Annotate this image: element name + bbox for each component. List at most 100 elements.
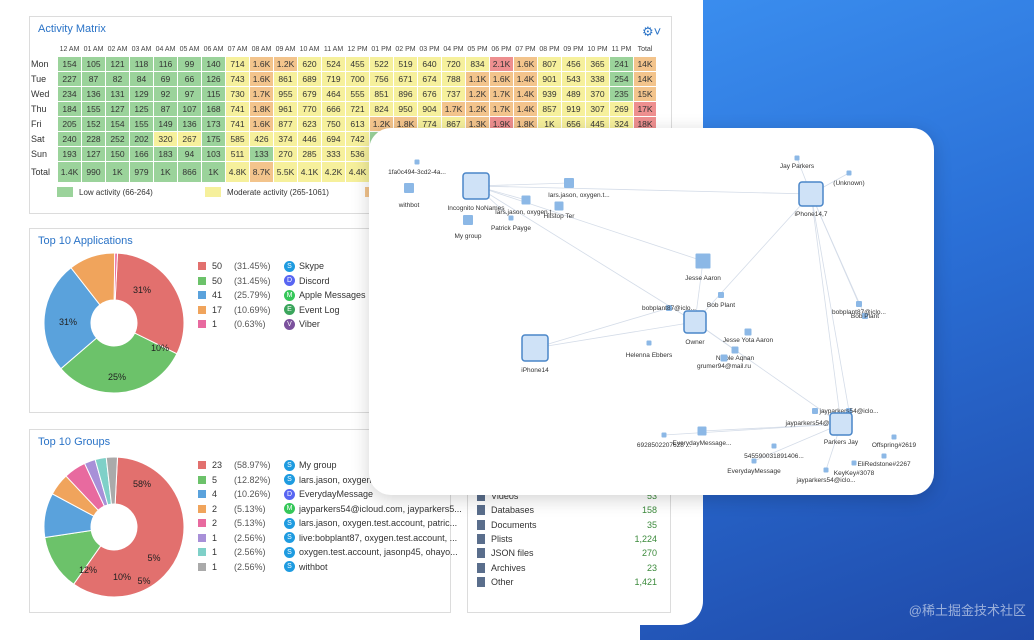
graph-edge [694,193,812,323]
graph-node[interactable] [718,292,724,298]
graph-node[interactable] [862,313,868,319]
graph-node[interactable] [695,253,711,269]
matrix-cell: 445 [586,117,609,131]
pie-slice[interactable] [114,252,184,355]
apps-list-item[interactable]: 41 (25.79%) M Apple Messages [198,288,366,303]
matrix-cell: 374 [274,132,297,146]
file-category-row[interactable]: Videos 53 [477,489,657,503]
pie-slice[interactable] [113,252,119,301]
matrix-cell: 133 [250,147,273,161]
graph-node[interactable] [794,155,800,161]
graph-node[interactable] [462,172,490,200]
matrix-cell: 861 [274,72,297,86]
matrix-cell: 1.9K [490,117,513,131]
pie-slice[interactable] [44,267,101,370]
hour-header: 07 PM [515,45,536,53]
graph-node[interactable] [731,346,739,354]
graph-node-label: iPhone14,7 [795,211,828,218]
settings-gear-icon[interactable]: ⚙˅ [642,24,662,39]
matrix-cell: 720 [442,57,465,71]
graph-node[interactable] [829,412,853,436]
graph-node[interactable] [521,334,549,362]
item-percent: (2.56%) [234,532,266,543]
graph-edge [810,193,842,425]
file-category-row[interactable]: Plists 1,224 [477,532,657,546]
matrix-cell: 205 [58,117,81,131]
matrix-cell: 92 [154,87,177,101]
graph-node[interactable] [414,159,420,165]
groups-list-item[interactable]: 23 (58.97%) S My group [198,458,462,473]
apps-list-item[interactable]: 1 (0.63%) V Viber [198,317,366,332]
graph-edge [753,423,842,462]
file-category-row[interactable]: JSON files 270 [477,546,657,560]
graph-node[interactable] [891,434,897,440]
graph-node[interactable] [463,215,473,225]
matrix-cell: 1.8K [514,117,537,131]
matrix-cell: 623 [298,117,321,131]
matrix-cell: 1.6K [514,57,537,71]
item-count: 4 [212,489,218,500]
graph-node[interactable] [851,460,857,466]
matrix-cell: 69 [154,72,177,86]
item-name: lars.jason, oxygen.test.account, patric.… [299,518,458,529]
graph-node[interactable] [812,408,818,414]
graph-node[interactable] [683,310,707,334]
file-category-row[interactable]: Documents 35 [477,518,657,532]
graph-node[interactable] [554,201,564,211]
graph-node[interactable] [751,458,757,464]
pie-slice[interactable] [72,456,184,598]
legend-low-swatch [57,187,73,197]
graph-node-label: Bob Plant [707,302,735,309]
color-swatch [198,533,206,542]
hour-header: 09 PM [563,45,584,53]
matrix-cell: 4.8K [226,162,249,182]
graph-node[interactable] [771,443,777,449]
app-icon: M [284,503,295,515]
graph-node[interactable] [697,426,707,436]
file-category-name: Documents [491,519,537,530]
matrix-cell: 426 [250,132,273,146]
graph-node[interactable] [404,183,414,193]
item-count: 17 [212,304,223,315]
graph-node[interactable] [666,305,672,311]
pie-slice[interactable] [60,332,178,394]
groups-list-item[interactable]: 4 (10.26%) D EverydayMessage [198,487,462,502]
graph-node[interactable] [881,453,887,459]
color-swatch [198,519,206,528]
apps-list-item[interactable]: 50 (31.45%) D Discord [198,274,366,289]
graph-node[interactable] [661,432,667,438]
graph-node[interactable] [508,215,514,221]
graph-node[interactable] [521,195,531,205]
file-category-row[interactable]: Databases 158 [477,503,657,517]
graph-node[interactable] [856,301,862,307]
matrix-cell: 867 [442,117,465,131]
graph-node[interactable] [798,181,824,207]
graph-node[interactable] [720,354,728,362]
groups-pie-chart: 58% 12% 10% 5% 5% [44,456,184,598]
graph-node[interactable] [646,340,652,346]
graph-node[interactable] [823,467,829,473]
graph-node-label: EliRedstone#2267 [857,461,911,468]
day-label: Mon [31,59,49,69]
matrix-cell: 456 [562,57,585,71]
day-label: Total [31,167,51,177]
file-category-row[interactable]: Archives 23 [477,560,657,574]
item-percent: (5.13%) [234,503,266,514]
matrix-cell: 585 [226,132,249,146]
pie-slice[interactable] [105,456,119,505]
matrix-cell: 555 [346,87,369,101]
file-category-row[interactable]: Other 1,421 [477,575,657,589]
graph-node[interactable] [744,328,752,336]
apps-list-item[interactable]: 17 (10.69%) E Event Log [198,303,366,318]
graph-node[interactable] [564,178,574,188]
apps-list-item[interactable]: 50 (31.45%) S Skype [198,259,366,274]
matrix-cell: 1.1K [466,72,489,86]
matrix-cell: 666 [322,102,345,116]
graph-node[interactable] [846,170,852,176]
